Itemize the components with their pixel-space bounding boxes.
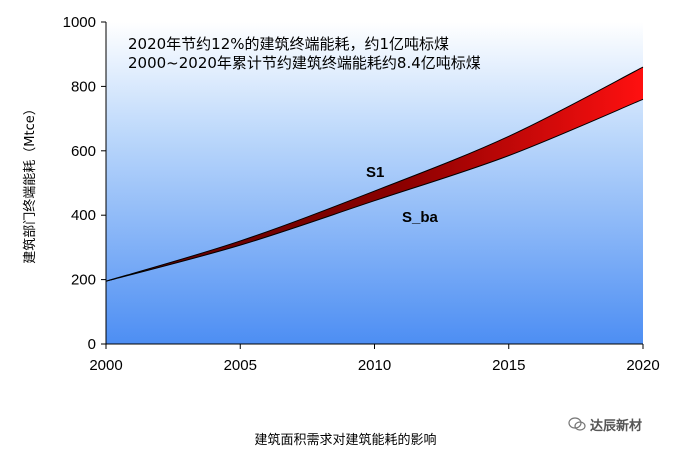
y-axis-label: 建筑部门终端能耗（Mtce） [22,102,38,263]
y-tick-label: 600 [71,143,96,160]
x-tick-label: 2005 [224,357,257,374]
series-s1-line [105,66,644,282]
y-tick-label: 0 [88,336,96,353]
y-axis-ticks: 0 200 400 600 800 1000 [63,14,106,353]
y-tick-label: 800 [71,78,96,95]
x-tick-label: 2000 [89,357,122,374]
watermark: 达辰新材 [568,414,686,434]
y-tick-label: 200 [71,272,96,289]
series-label-s1: S1 [366,164,384,181]
plot-area [106,22,643,344]
x-tick-label: 2020 [626,357,659,374]
x-axis-ticks: 2000 2005 2010 2015 2020 [89,344,660,374]
watermark-text: 达辰新材 [590,418,643,434]
series-label-sba: S_ba [402,209,439,226]
x-tick-label: 2015 [492,357,525,374]
y-tick-label: 400 [71,207,96,224]
y-tick-label: 1000 [63,14,96,31]
annotation-line-1: 2020年节约12%的建筑终端能耗，约1亿吨标煤 [128,35,449,53]
wechat-icon [568,417,586,431]
x-tick-label: 2010 [358,357,391,374]
chart: 0 200 400 600 800 1000 2000 2005 2010 2015 2020 S… [22,14,660,374]
figure-caption: 建筑面积需求对建筑能耗的影响 [254,433,437,448]
annotation-line-2: 2000~2020年累计节约建筑终端能耗约8.4亿吨标煤 [128,54,481,72]
series-sba-line [105,98,644,282]
